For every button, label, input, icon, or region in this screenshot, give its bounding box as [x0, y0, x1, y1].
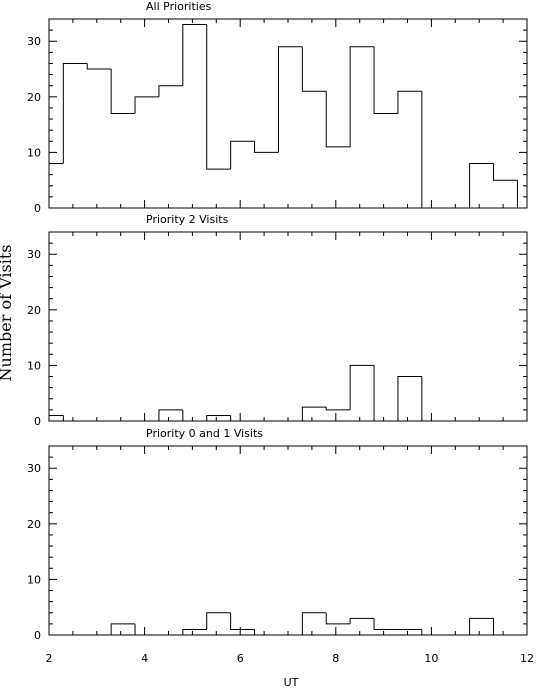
histogram-bar — [206, 24, 231, 170]
histogram-bar — [134, 96, 159, 114]
histogram-bar — [397, 376, 422, 421]
y-tick-label: 0 — [34, 629, 41, 642]
x-tick-label: 10 — [424, 652, 438, 665]
histogram-bar — [62, 62, 88, 164]
y-tick-label: 20 — [27, 304, 41, 317]
x-tick-label: 2 — [46, 652, 53, 665]
histogram-bar — [254, 629, 279, 636]
x-tick-label: 4 — [141, 652, 148, 665]
histogram-bar — [182, 409, 207, 422]
y-tick-label: 30 — [27, 462, 41, 475]
histogram-bar — [206, 612, 231, 630]
y-tick-label: 10 — [27, 359, 41, 372]
histogram-bar — [373, 46, 398, 114]
y-tick-label: 30 — [27, 248, 41, 261]
histogram-bar — [349, 617, 375, 624]
histogram-bar — [277, 46, 303, 153]
histogram-bar — [349, 46, 375, 147]
panel-title: All Priorities — [146, 0, 212, 13]
histogram-bar — [254, 141, 279, 153]
histogram-bar — [373, 618, 398, 630]
histogram-bar — [397, 90, 422, 114]
x-tick-label: 12 — [520, 652, 534, 665]
y-tick-label: 10 — [27, 573, 41, 586]
y-tick-label: 20 — [27, 91, 41, 104]
histogram-bar — [469, 163, 494, 208]
histogram-bar — [134, 623, 159, 636]
panel-title: Priority 2 Visits — [146, 213, 229, 226]
x-tick-label: 8 — [332, 652, 339, 665]
histogram-bar — [325, 91, 351, 148]
histogram-bar — [301, 46, 327, 92]
histogram-bar — [48, 414, 64, 421]
histogram-bar — [158, 85, 183, 97]
histogram-bar — [48, 163, 64, 208]
histogram-bar — [182, 24, 207, 86]
panel-3: Priority 0 and 1 Visits 0 10 20 30 — [27, 427, 528, 642]
histogram-bar — [110, 69, 136, 114]
histogram-bar — [325, 612, 351, 625]
histogram-bar — [301, 612, 327, 635]
histogram-bar — [493, 163, 518, 181]
histogram-bar — [349, 364, 375, 410]
histogram-bar — [230, 612, 255, 630]
histogram-bar — [421, 91, 446, 209]
histogram-bar — [421, 629, 446, 636]
histogram-bar — [301, 406, 327, 421]
panel-title: Priority 0 and 1 Visits — [146, 427, 263, 440]
panel-frame — [48, 445, 528, 636]
y-tick-label: 0 — [34, 415, 41, 428]
histogram-bar — [110, 623, 136, 635]
y-tick-label: 30 — [27, 35, 41, 48]
histogram-bar — [421, 376, 446, 422]
y-tick-label: 10 — [27, 146, 41, 159]
panel-1: All Priorities 0 10 20 30 — [27, 0, 528, 215]
histogram-bar — [493, 618, 518, 636]
x-axis-label: UT — [284, 676, 299, 688]
histogram-bar — [373, 365, 398, 422]
histogram-bar — [62, 415, 88, 422]
x-tick-label: 6 — [237, 652, 244, 665]
panel-frame — [48, 231, 528, 422]
histogram-bar — [230, 415, 255, 422]
histogram-bar — [158, 409, 183, 421]
histogram-bar — [206, 414, 231, 421]
y-tick-label: 20 — [27, 518, 41, 531]
histogram-bar — [469, 617, 494, 635]
y-axis-label: Number of Visits — [0, 245, 15, 382]
panel-2: Priority 2 Visits 0 10 20 30 — [27, 213, 528, 428]
histogram-bar — [230, 140, 255, 170]
y-tick-label: 0 — [34, 202, 41, 215]
histogram-bar — [86, 63, 112, 70]
histogram-bar — [182, 628, 207, 635]
histogram-bar — [325, 407, 351, 411]
